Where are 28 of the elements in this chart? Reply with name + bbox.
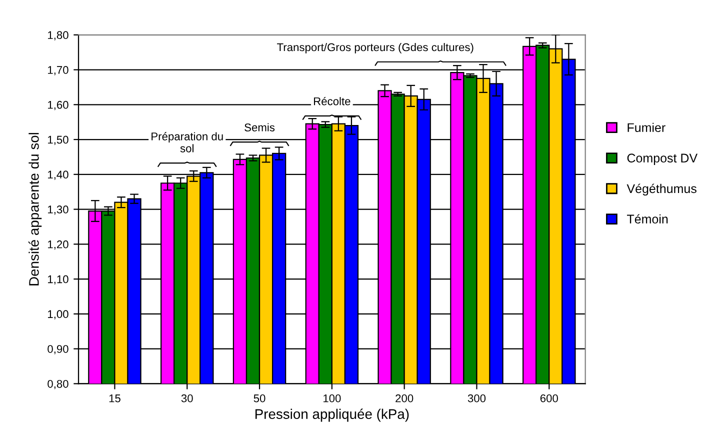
y-tick-label: 0,90 [48, 345, 68, 354]
annotation: Semis [244, 123, 275, 132]
annotation: Récolte [314, 96, 350, 106]
x-tick-label: 600 [540, 394, 558, 402]
y-axis-title: Densité apparente du sol [28, 132, 42, 286]
x-axis-title: Pression appliquée (kPa) [255, 408, 409, 422]
y-tick-label: 1,00 [48, 310, 68, 320]
y-tick-label: 1,20 [48, 240, 68, 250]
legend-label: Végéthumus [626, 184, 696, 196]
x-tick-label: 15 [109, 394, 120, 402]
y-tick-label: 1,40 [48, 170, 68, 180]
annotation: Transport/Gros porteurs (Gdes cultures) [277, 43, 474, 54]
y-tick-label: 1,80 [48, 31, 68, 40]
x-tick-label: 100 [324, 394, 341, 402]
y-tick-label: 0,80 [48, 380, 68, 390]
x-tick-label: 300 [468, 394, 486, 402]
x-tick-label: 30 [181, 394, 193, 402]
legend-label: Témoin [627, 214, 668, 224]
y-tick-label: 1,70 [48, 66, 68, 76]
x-tick-label: 50 [254, 394, 266, 402]
legend-label: Fumier [628, 122, 666, 132]
y-tick-label: 1,50 [48, 136, 68, 145]
legend-label: Compost DV [627, 154, 698, 165]
y-tick-label: 1,30 [48, 206, 68, 215]
y-tick-label: 1,60 [48, 100, 68, 110]
x-tick-label: 200 [396, 394, 414, 402]
y-tick-label: 1,10 [48, 275, 68, 284]
annotation: Préparation du sol [152, 132, 223, 152]
